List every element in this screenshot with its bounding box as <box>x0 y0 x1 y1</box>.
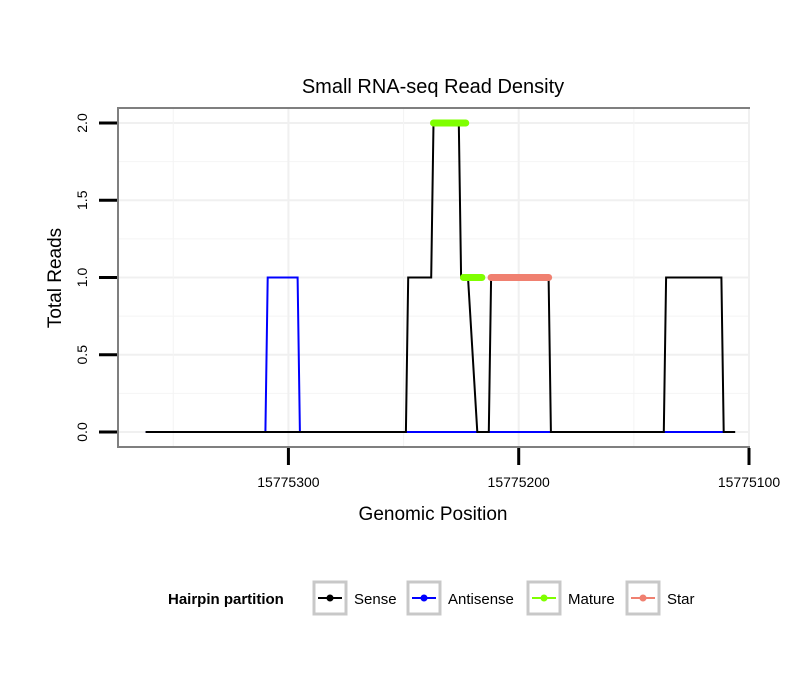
y-tick-label-2: 1.0 <box>74 268 90 288</box>
legend-point-sense <box>326 594 334 602</box>
series-line-sense <box>145 122 736 433</box>
series-lines <box>145 122 736 433</box>
chart-title: Small RNA-seq Read Density <box>302 76 564 98</box>
x-tick-label-1: 15775200 <box>488 474 551 490</box>
legend-point-mature <box>540 594 548 602</box>
legend-label-star: Star <box>667 591 695 608</box>
x-tick-label-2: 15775100 <box>718 474 781 490</box>
y-tick-label-4: 2.0 <box>74 113 90 133</box>
legend-title: Hairpin partition <box>168 591 284 608</box>
legend-label-sense: Sense <box>354 591 397 608</box>
y-tick-label-0: 0.0 <box>74 422 90 442</box>
legend-point-antisense <box>420 594 428 602</box>
legend-label-mature: Mature <box>568 591 615 608</box>
y-tick-label-1: 0.5 <box>74 345 90 365</box>
legend-point-star <box>639 594 647 602</box>
legend: Hairpin partition Sense Antisense Mature St… <box>168 580 695 616</box>
y-axis-label: Total Reads <box>45 228 66 328</box>
partition-segments <box>430 119 553 281</box>
legend-label-antisense: Antisense <box>448 591 514 608</box>
x-tick-label-0: 15775300 <box>257 474 320 490</box>
y-tick-label-3: 1.5 <box>74 190 90 210</box>
x-axis: 15775300 15775200 15775100 <box>257 448 780 490</box>
x-axis-label: Genomic Position <box>359 504 508 525</box>
y-axis: 0.0 0.5 1.0 1.5 2.0 <box>74 113 117 442</box>
